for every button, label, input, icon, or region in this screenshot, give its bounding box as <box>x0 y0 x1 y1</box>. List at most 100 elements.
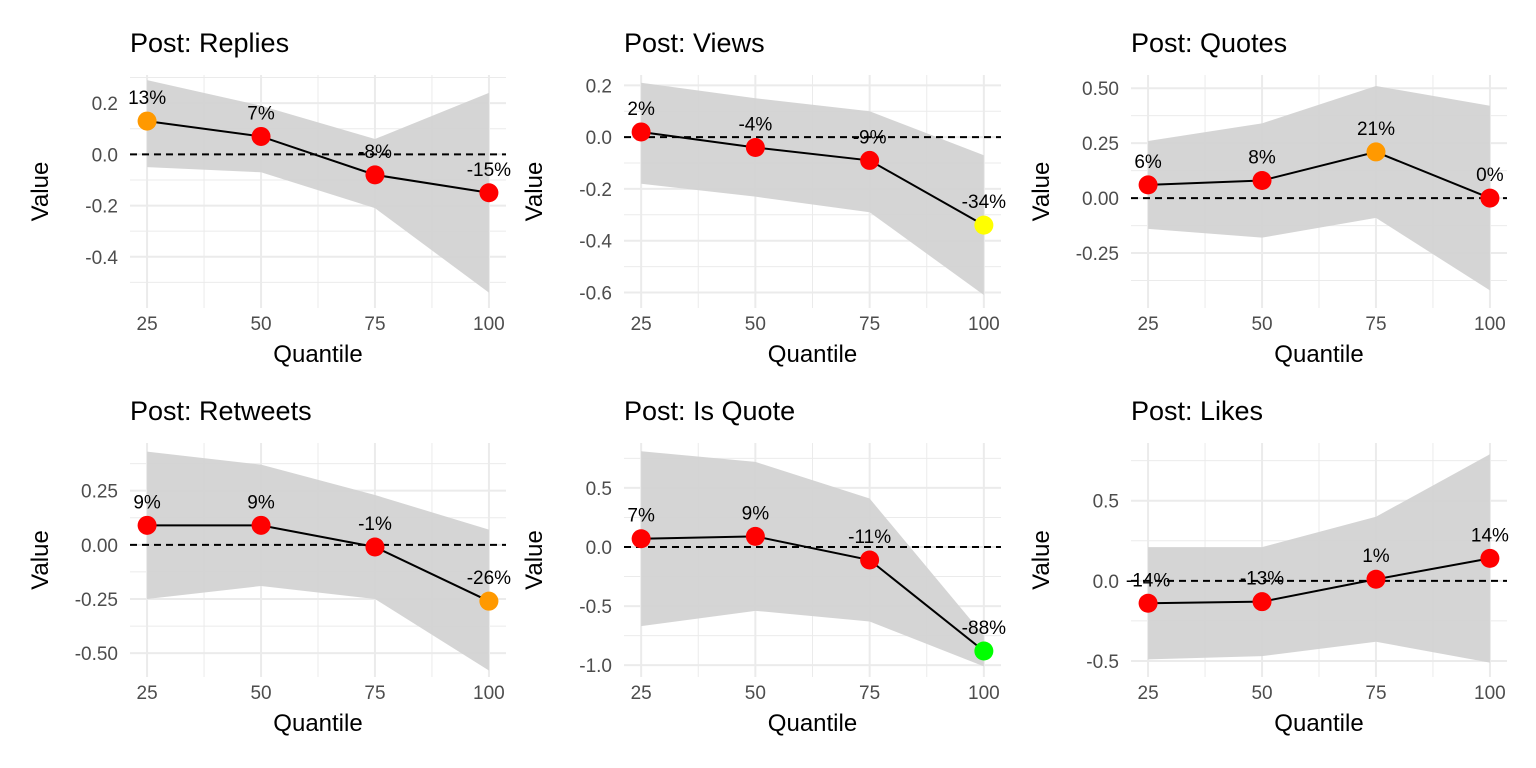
y-tick-label: 0.0 <box>586 128 612 149</box>
x-tick-label: 75 <box>364 683 385 704</box>
data-label: 2% <box>627 99 655 120</box>
panel-title: Post: Is Quote <box>624 396 795 426</box>
confidence-ribbon <box>1148 85 1490 291</box>
y-tick-label: -0.50 <box>75 644 118 665</box>
y-tick-label: 0.5 <box>586 479 612 500</box>
data-point <box>365 537 385 557</box>
y-tick-label: -0.5 <box>1086 652 1119 673</box>
data-label: 9% <box>247 492 275 513</box>
x-tick-label: 25 <box>1138 314 1159 335</box>
data-point <box>631 122 651 142</box>
confidence-ribbon <box>641 451 984 667</box>
x-tick-label: 75 <box>859 683 880 704</box>
x-tick-label: 100 <box>1474 314 1506 335</box>
x-axis-title: Quantile <box>768 710 857 737</box>
y-tick-label: -0.25 <box>1076 244 1119 265</box>
series-line <box>147 524 490 603</box>
x-tick-label: 75 <box>1365 314 1386 335</box>
y-tick-label: -0.25 <box>75 590 118 611</box>
data-point <box>1138 175 1158 195</box>
confidence-ribbon <box>1148 454 1490 663</box>
x-tick-label: 100 <box>968 683 1000 704</box>
data-label: 13% <box>128 88 166 109</box>
x-tick-label: 75 <box>364 314 385 335</box>
y-tick-label: 0.2 <box>92 94 118 115</box>
data-point <box>365 165 385 185</box>
y-axis-title: Value <box>27 162 54 222</box>
data-point <box>1138 593 1158 613</box>
data-label: -15% <box>467 160 511 181</box>
data-label: -1% <box>358 514 392 535</box>
x-tick-label: 75 <box>859 314 880 335</box>
x-tick-label: 50 <box>1251 683 1272 704</box>
x-axis-title: Quantile <box>273 341 362 368</box>
data-point <box>974 641 994 661</box>
x-tick-label: 25 <box>1138 683 1159 704</box>
y-tick-label: 0.2 <box>586 76 612 97</box>
x-tick-label: 100 <box>968 314 1000 335</box>
y-tick-label: -0.6 <box>579 283 612 304</box>
series-line <box>1148 150 1491 200</box>
y-tick-label: -0.2 <box>579 180 612 201</box>
data-point <box>745 526 765 546</box>
data-label: 9% <box>742 503 770 524</box>
panel-2: 2% -4% -9% -34% -0.6 -0.4 -0.2 0.0 0.2 25 50 75 100 Q… <box>521 28 1006 368</box>
data-point <box>137 111 157 131</box>
x-tick-label: 100 <box>473 314 505 335</box>
panel-1: 13% 7% -8% -15% -0.4 -0.2 0.0 0.2 25 50 75 100 Quant… <box>27 28 511 368</box>
data-point <box>1366 569 1386 589</box>
data-point <box>479 183 499 203</box>
data-label: -9% <box>853 127 887 148</box>
y-tick-label: -1.0 <box>579 656 612 677</box>
y-tick-label: 0.25 <box>81 482 118 503</box>
x-tick-label: 100 <box>1474 683 1506 704</box>
confidence-ribbon <box>641 82 984 296</box>
data-label: 8% <box>1248 148 1276 169</box>
series-line <box>641 130 985 227</box>
panel-6: -14% -13% 1% 14% -0.5 0.0 0.5 25 50 75 100 Quantile… <box>1028 396 1509 737</box>
data-label: -11% <box>848 527 891 548</box>
data-label: 1% <box>1362 546 1390 567</box>
data-label: -14% <box>1126 570 1170 591</box>
x-tick-label: 75 <box>1365 683 1386 704</box>
data-label: -26% <box>467 568 511 589</box>
data-point <box>251 126 271 146</box>
panel-3: 6% 8% 21% 0% -0.25 0.00 0.25 0.50 25 50 75 100 Quant… <box>1028 28 1507 368</box>
y-tick-label: -0.5 <box>579 597 612 618</box>
panel-title: Post: Replies <box>130 28 289 58</box>
panel-4: 9% 9% -1% -26% -0.50 -0.25 0.00 0.25 25 50 75 100 Qu… <box>27 396 511 737</box>
y-axis-title: Value <box>1028 162 1055 222</box>
y-axis-title: Value <box>1028 530 1055 590</box>
data-point <box>1252 592 1272 612</box>
x-tick-label: 50 <box>745 683 766 704</box>
panel-title: Post: Views <box>624 28 765 58</box>
x-tick-label: 25 <box>137 683 158 704</box>
data-label: -4% <box>738 114 772 135</box>
y-tick-label: 0.50 <box>1082 79 1119 100</box>
data-point <box>137 515 157 535</box>
data-point <box>251 515 271 535</box>
x-tick-label: 50 <box>1251 314 1272 335</box>
y-tick-label: -0.2 <box>85 197 118 218</box>
y-tick-label: 0.25 <box>1082 134 1119 155</box>
x-tick-label: 100 <box>473 683 505 704</box>
y-axis-title: Value <box>27 530 54 590</box>
x-tick-label: 25 <box>631 314 652 335</box>
y-axis-title: Value <box>521 162 548 222</box>
y-axis-title: Value <box>521 530 548 590</box>
y-tick-label: 0.0 <box>586 538 612 559</box>
y-tick-label: 0.0 <box>1093 572 1119 593</box>
x-tick-label: 25 <box>137 314 158 335</box>
x-axis-title: Quantile <box>1274 710 1363 737</box>
y-tick-label: 0.5 <box>1093 492 1119 513</box>
data-label: 9% <box>133 492 161 513</box>
series-line <box>641 535 985 652</box>
data-point <box>860 150 880 170</box>
data-label: 21% <box>1357 119 1395 140</box>
data-point <box>479 591 499 611</box>
data-label: 14% <box>1471 525 1509 546</box>
data-label: 7% <box>627 506 655 527</box>
data-point <box>1366 142 1386 162</box>
